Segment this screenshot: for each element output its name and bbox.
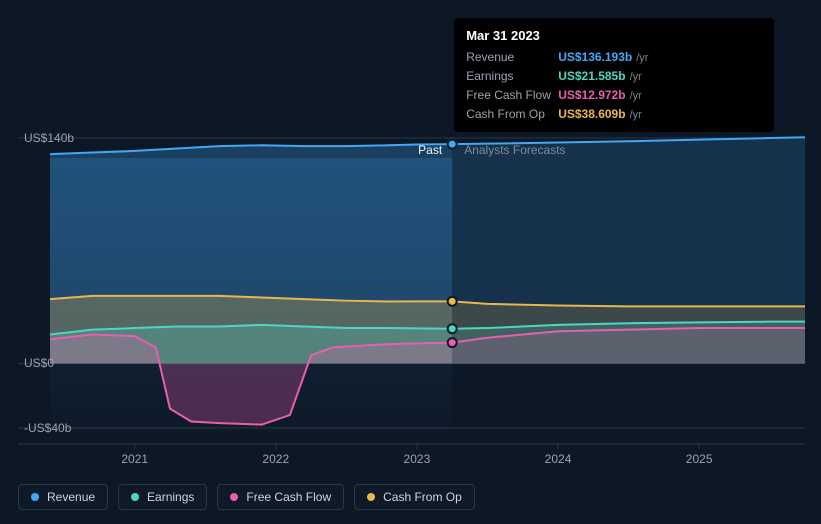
tooltip-row-label: Revenue bbox=[466, 48, 558, 67]
tooltip-row-value: US$38.609b bbox=[558, 105, 625, 124]
legend-item-cashop[interactable]: Cash From Op bbox=[354, 484, 475, 510]
x-axis-label: 2022 bbox=[262, 452, 289, 466]
y-axis-label: US$140b bbox=[24, 131, 74, 145]
tooltip-row-suffix: /yr bbox=[630, 69, 642, 86]
tooltip-row-value: US$136.193b bbox=[558, 48, 632, 67]
tooltip-row-label: Cash From Op bbox=[466, 105, 558, 124]
y-axis-label: US$0 bbox=[24, 356, 54, 370]
tooltip-row: Cash From OpUS$38.609b/yr bbox=[466, 105, 762, 124]
legend-label: Cash From Op bbox=[383, 490, 462, 504]
x-axis-label: 2025 bbox=[686, 452, 713, 466]
tooltip-row: EarningsUS$21.585b/yr bbox=[466, 67, 762, 86]
legend-label: Free Cash Flow bbox=[246, 490, 331, 504]
x-axis-label: 2021 bbox=[121, 452, 148, 466]
legend-label: Earnings bbox=[147, 490, 194, 504]
legend-swatch bbox=[230, 493, 238, 501]
legend-swatch bbox=[367, 493, 375, 501]
y-axis-label: -US$40b bbox=[24, 421, 71, 435]
past-label: Past bbox=[418, 143, 442, 157]
tooltip-row-suffix: /yr bbox=[630, 88, 642, 105]
tooltip-row-label: Earnings bbox=[466, 67, 558, 86]
tooltip: Mar 31 2023 RevenueUS$136.193b/yrEarning… bbox=[454, 18, 774, 132]
tooltip-row: RevenueUS$136.193b/yr bbox=[466, 48, 762, 67]
tooltip-row-value: US$21.585b bbox=[558, 67, 625, 86]
tooltip-row-suffix: /yr bbox=[636, 50, 648, 67]
legend-item-fcf[interactable]: Free Cash Flow bbox=[217, 484, 344, 510]
tooltip-row-value: US$12.972b bbox=[558, 86, 625, 105]
forecast-label: Analysts Forecasts bbox=[464, 143, 565, 157]
legend-item-earnings[interactable]: Earnings bbox=[118, 484, 207, 510]
tooltip-row-label: Free Cash Flow bbox=[466, 86, 558, 105]
legend-swatch bbox=[131, 493, 139, 501]
tooltip-row-suffix: /yr bbox=[630, 107, 642, 124]
legend-label: Revenue bbox=[47, 490, 95, 504]
legend-item-revenue[interactable]: Revenue bbox=[18, 484, 108, 510]
x-axis-label: 2023 bbox=[404, 452, 431, 466]
legend-swatch bbox=[31, 493, 39, 501]
x-axis-label: 2024 bbox=[545, 452, 572, 466]
tooltip-title: Mar 31 2023 bbox=[466, 26, 762, 46]
financials-chart: -US$40bUS$0US$140b 20212022202320242025 … bbox=[0, 0, 821, 524]
tooltip-row: Free Cash FlowUS$12.972b/yr bbox=[466, 86, 762, 105]
legend: Revenue Earnings Free Cash Flow Cash From O… bbox=[18, 484, 475, 510]
